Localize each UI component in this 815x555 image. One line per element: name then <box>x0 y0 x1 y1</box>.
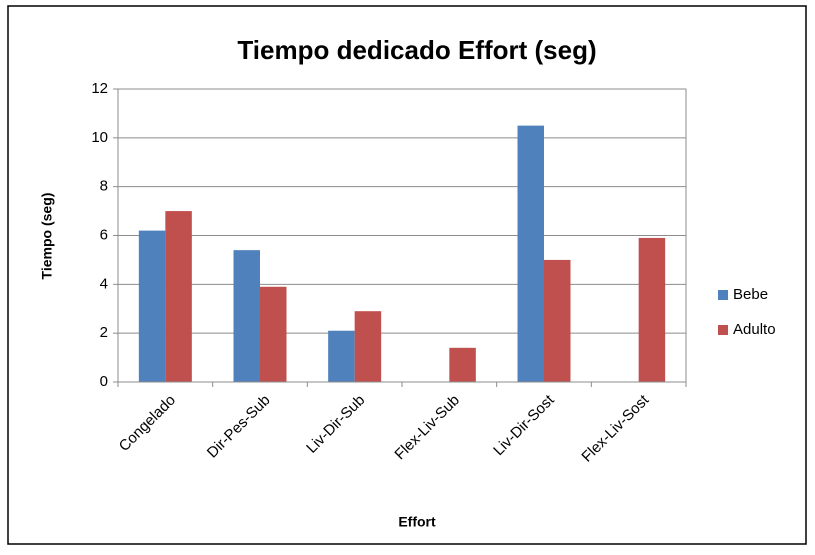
legend-label: Adulto <box>733 321 776 338</box>
y-tick-label: 10 <box>91 129 108 146</box>
legend-label: Bebe <box>733 286 768 303</box>
y-tick-label: 4 <box>100 275 108 292</box>
y-tick-label: 0 <box>100 373 108 390</box>
y-tick-label: 8 <box>100 178 108 195</box>
y-tick-label: 6 <box>100 226 108 243</box>
x-axis-label: Effort <box>398 514 436 530</box>
y-axis-label: Tiempo (seg) <box>39 193 55 280</box>
bar <box>544 259 571 382</box>
y-tick-label: 2 <box>100 324 108 341</box>
bar <box>260 286 287 382</box>
bar <box>517 125 544 382</box>
legend-swatch <box>718 325 728 335</box>
bar <box>354 311 382 382</box>
legend-swatch <box>718 290 728 300</box>
bar <box>449 347 476 382</box>
bar <box>328 330 355 382</box>
chart-title: Tiempo dedicado Effort (seg) <box>237 35 596 65</box>
bar <box>233 250 260 382</box>
bar <box>138 230 166 382</box>
y-tick-label: 12 <box>91 80 108 97</box>
bar <box>165 211 192 382</box>
bar <box>638 237 666 382</box>
